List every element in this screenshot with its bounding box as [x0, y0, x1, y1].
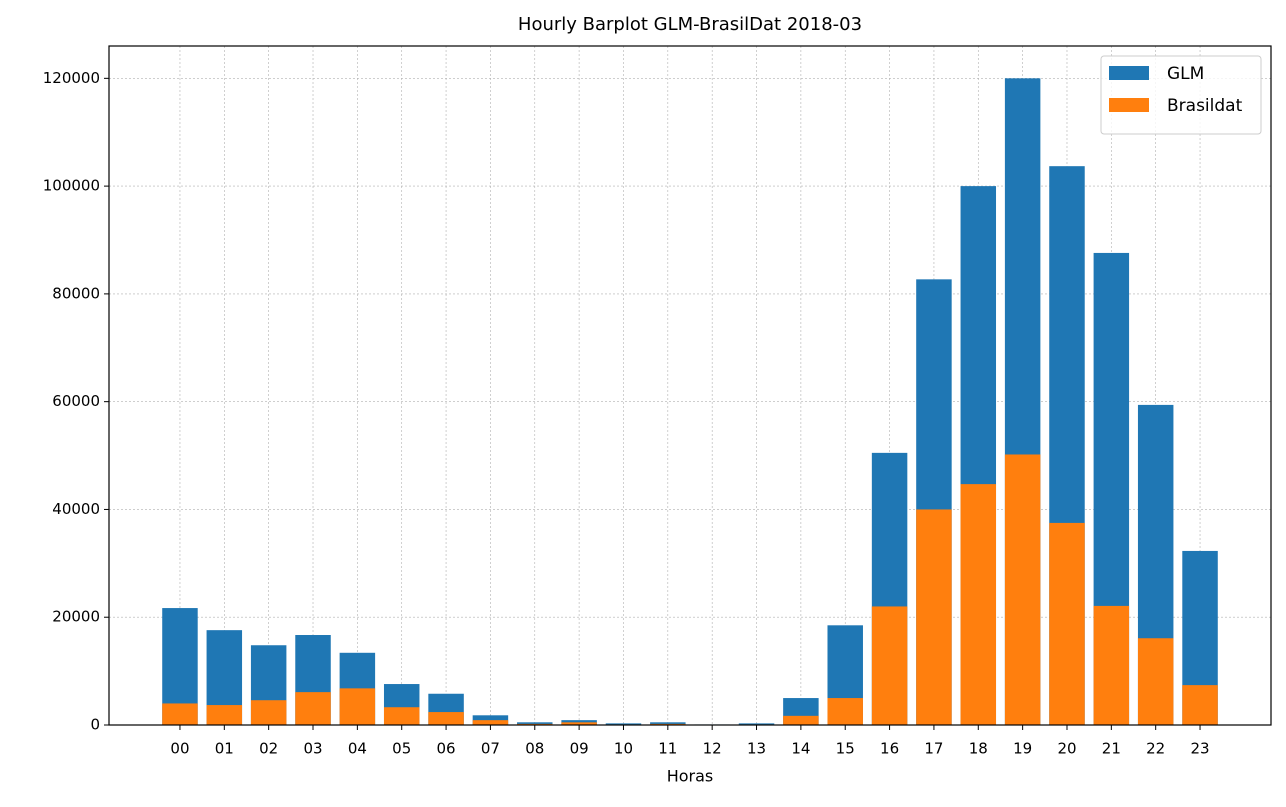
x-tick-label: 09 — [570, 740, 589, 758]
x-tick-label: 11 — [658, 740, 677, 758]
bar — [428, 712, 463, 725]
legend: GLM Brasildat — [1101, 56, 1261, 134]
bar — [295, 692, 330, 725]
legend-label: Brasildat — [1167, 96, 1243, 116]
bar — [783, 716, 818, 725]
x-tick-label: 19 — [1013, 740, 1032, 758]
x-tick-label: 14 — [791, 740, 810, 758]
x-tick-label: 12 — [703, 740, 722, 758]
y-tick-label: 100000 — [43, 177, 100, 195]
bar — [1094, 606, 1129, 725]
x-axis-label: Horas — [667, 767, 714, 786]
bar — [961, 484, 996, 725]
y-tick-label: 120000 — [43, 69, 100, 87]
chart-title: Hourly Barplot GLM-BrasilDat 2018-03 — [518, 14, 862, 35]
bar — [207, 705, 242, 725]
bar — [1138, 638, 1173, 725]
x-tick-label: 08 — [525, 740, 544, 758]
bar — [827, 698, 862, 725]
y-tick-label: 40000 — [52, 500, 100, 518]
x-tick-label: 21 — [1102, 740, 1121, 758]
x-tick-label: 23 — [1190, 740, 1209, 758]
legend-swatch — [1109, 66, 1149, 80]
x-tick-label: 15 — [836, 740, 855, 758]
y-tick-label: 0 — [90, 716, 100, 734]
legend-swatch — [1109, 98, 1149, 112]
x-tick-label: 05 — [392, 740, 411, 758]
y-tick-label: 20000 — [52, 608, 100, 626]
x-tick-label: 13 — [747, 740, 766, 758]
bar — [340, 688, 375, 725]
x-tick-label: 10 — [614, 740, 633, 758]
x-tick-label: 20 — [1057, 740, 1076, 758]
bar — [1005, 454, 1040, 725]
x-tick-label: 16 — [880, 740, 899, 758]
x-tick-label: 18 — [969, 740, 988, 758]
y-tick-label: 60000 — [52, 392, 100, 410]
x-tick-label: 02 — [259, 740, 278, 758]
bar — [1182, 685, 1217, 725]
bar — [872, 606, 907, 725]
bar — [916, 509, 951, 725]
bar — [1049, 523, 1084, 725]
x-tick-label: 17 — [924, 740, 943, 758]
legend-label: GLM — [1167, 64, 1204, 84]
x-tick-label: 22 — [1146, 740, 1165, 758]
x-tick-label: 03 — [303, 740, 322, 758]
x-tick-label: 00 — [170, 740, 189, 758]
x-tick-label: 01 — [215, 740, 234, 758]
x-tick-label: 04 — [348, 740, 367, 758]
x-tick-label: 07 — [481, 740, 500, 758]
bar — [384, 707, 419, 725]
x-tick-label: 06 — [437, 740, 456, 758]
bar — [162, 703, 197, 725]
bar — [251, 700, 286, 725]
bar — [473, 720, 508, 725]
y-tick-label: 80000 — [52, 284, 100, 302]
